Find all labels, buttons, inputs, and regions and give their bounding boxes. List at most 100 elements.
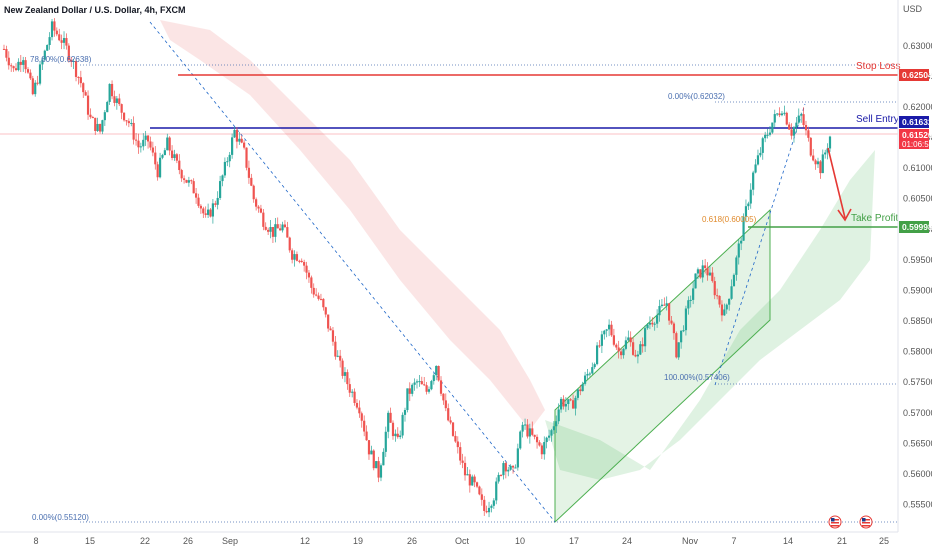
candle-body — [331, 330, 335, 342]
candle-body — [34, 82, 37, 95]
candle-body — [648, 322, 652, 325]
candle-body — [300, 260, 303, 263]
candle-body — [134, 139, 138, 141]
candle-body — [509, 465, 512, 470]
candle-body — [562, 398, 565, 407]
candle-body — [327, 314, 330, 329]
candle-body — [430, 381, 433, 390]
candle-body — [209, 209, 212, 217]
candle-body — [279, 228, 282, 231]
candle-body — [773, 114, 776, 123]
candle-body — [473, 476, 476, 483]
candle-body — [317, 295, 320, 299]
cloud-green-lower — [545, 150, 875, 480]
x-tick-label: Nov — [682, 536, 699, 546]
candle-body — [514, 467, 517, 469]
candle-body — [672, 323, 676, 334]
candle-body — [523, 424, 527, 426]
candle-body — [660, 304, 664, 307]
fib-diagonal-up — [714, 103, 806, 386]
candle-body — [341, 360, 344, 376]
fib-label-top-right: 0.00%(0.62032) — [668, 92, 725, 101]
candle-body — [98, 123, 102, 132]
candle-body — [708, 272, 712, 276]
candle-body — [547, 435, 551, 438]
candle-body — [487, 507, 491, 513]
candle-body — [552, 426, 555, 431]
candle-body — [288, 237, 291, 251]
candle-body — [610, 324, 613, 336]
candle-body — [427, 389, 431, 392]
candle-body — [689, 299, 692, 301]
x-tick-label: 25 — [879, 536, 889, 546]
candle-body — [12, 66, 15, 69]
candle-body — [257, 206, 260, 209]
candle-body — [591, 367, 594, 374]
candle-body — [622, 348, 625, 356]
fib-label-low-mid: 100.00%(0.57406) — [664, 373, 730, 382]
candle-body — [735, 257, 738, 275]
candle-body — [415, 381, 419, 383]
candle-body — [720, 304, 724, 316]
candle-body — [375, 461, 378, 469]
candle-body — [595, 345, 599, 365]
take-profit-label: Take Profit — [851, 213, 898, 224]
candle-body — [329, 328, 332, 331]
candle-body — [675, 333, 678, 358]
candle-body — [223, 161, 227, 176]
candle-body — [528, 428, 531, 437]
candle-body — [156, 164, 159, 178]
candle-body — [418, 381, 421, 383]
candle-body — [583, 375, 587, 384]
candle-body — [408, 388, 411, 394]
candle-body — [677, 342, 680, 358]
candle-body — [680, 330, 683, 343]
candle-body — [828, 136, 832, 149]
x-tick-label: 19 — [353, 536, 363, 546]
candle-body — [442, 393, 445, 401]
candle-body — [46, 45, 49, 51]
candle-body — [67, 45, 70, 60]
candle-body — [175, 154, 178, 161]
candle-body — [814, 160, 817, 165]
candle-body — [55, 30, 58, 35]
candle-body — [382, 451, 385, 466]
candle-body — [507, 469, 510, 472]
x-tick-label: Oct — [455, 536, 470, 546]
candle-body — [245, 147, 248, 168]
candle-body — [766, 134, 769, 136]
candle-body — [312, 287, 315, 295]
candle-body — [401, 414, 404, 436]
candle-body — [182, 178, 186, 180]
fib-label-top-left: 78.60%(0.62638) — [30, 55, 92, 64]
fib-label-mid: 0.618(0.60005) — [702, 215, 757, 224]
candle-body — [732, 274, 736, 287]
candle-body — [41, 59, 44, 65]
take-profit-tag: 0.59998 — [899, 221, 932, 233]
candle-body — [576, 389, 579, 398]
x-tick-label: 14 — [783, 536, 793, 546]
candle-body — [588, 373, 591, 375]
candle-body — [535, 436, 539, 443]
candle-series — [2, 18, 832, 518]
sell-entry-tag-text: 0.61632 — [902, 117, 932, 127]
candle-body — [363, 420, 366, 432]
candle-body — [451, 422, 455, 436]
candle-body — [252, 185, 255, 200]
candle-body — [387, 412, 390, 432]
candle-body — [624, 340, 628, 349]
candle-body — [495, 481, 498, 501]
candle-body — [151, 147, 154, 153]
candle-body — [716, 295, 719, 297]
candle-body — [692, 288, 695, 300]
candle-body — [271, 227, 275, 237]
candle-body — [161, 155, 164, 158]
candle-body — [456, 441, 459, 448]
candle-body — [423, 384, 426, 386]
candle-body — [298, 260, 301, 262]
